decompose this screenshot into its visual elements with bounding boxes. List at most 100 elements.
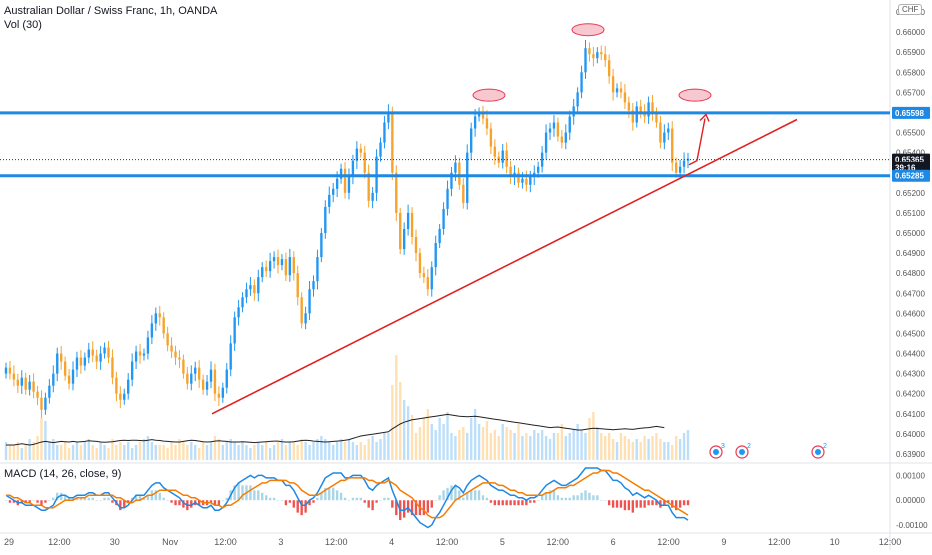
candle-body xyxy=(635,106,638,123)
macd-histogram-bar xyxy=(674,500,678,511)
macd-histogram-bar xyxy=(635,500,638,508)
macd-histogram-bar xyxy=(75,497,79,501)
volume-bar xyxy=(663,442,666,460)
candle-body xyxy=(505,150,508,167)
macd-histogram-bar xyxy=(458,490,461,501)
macd-histogram-bar xyxy=(454,485,457,501)
volume-bar xyxy=(537,433,540,460)
volume-bar xyxy=(363,445,366,460)
volume-bar xyxy=(190,442,193,460)
candle-body xyxy=(197,367,201,380)
macd-histogram-bar xyxy=(537,500,540,501)
candle-body xyxy=(20,377,23,386)
event-icon-count: 2 xyxy=(747,443,751,450)
macd-histogram-bar xyxy=(288,500,292,503)
volume-bar xyxy=(651,436,654,460)
trendline xyxy=(211,118,798,415)
candle-body xyxy=(678,166,682,173)
candle-body xyxy=(619,88,623,93)
macd-histogram-bar xyxy=(493,500,497,506)
candle-body xyxy=(383,122,386,143)
macd-histogram-bar xyxy=(190,500,193,508)
volume-bar xyxy=(83,442,87,460)
candle-body xyxy=(134,351,138,362)
candle-body xyxy=(280,259,284,266)
candle-body xyxy=(79,357,83,366)
candle-body xyxy=(12,373,16,380)
candle-body xyxy=(560,136,564,143)
volume-bar xyxy=(466,433,469,460)
volume-bar xyxy=(592,412,595,460)
candle-body xyxy=(194,367,197,374)
macd-histogram-bar xyxy=(501,500,504,506)
macd-histogram-bar xyxy=(154,490,157,501)
volume-bar xyxy=(8,445,12,460)
candle-body xyxy=(36,391,39,398)
event-icon-dot xyxy=(815,449,821,455)
y-tick-label: 0.64100 xyxy=(896,410,925,419)
candle-body xyxy=(600,52,603,55)
volume-bar xyxy=(60,445,63,460)
candle-body xyxy=(627,102,631,111)
volume-bar xyxy=(497,436,500,460)
volume-bar xyxy=(458,430,461,460)
macd-histogram-bar xyxy=(71,497,75,501)
macd-histogram-bar xyxy=(146,495,150,501)
volume-bar xyxy=(525,433,528,460)
candle-body xyxy=(130,361,134,380)
candle-body xyxy=(671,128,674,163)
candle-body xyxy=(501,150,504,163)
candle-body xyxy=(426,277,429,290)
macd-histogram-bar xyxy=(257,490,260,501)
volume-bar xyxy=(521,436,524,460)
macd-histogram-bar xyxy=(592,495,595,501)
candle-body xyxy=(24,377,27,390)
volume-bar xyxy=(584,433,587,460)
macd-histogram-bar xyxy=(489,500,493,503)
macd-histogram-bar xyxy=(402,500,406,518)
x-tick-label: 30 xyxy=(110,537,120,547)
x-tick-label: 4 xyxy=(389,537,394,547)
macd-histogram-bar xyxy=(548,490,552,501)
candle-body xyxy=(245,289,248,298)
candle-body xyxy=(339,168,343,179)
macd-histogram-bar xyxy=(544,492,548,501)
macd-histogram-bar xyxy=(170,500,173,503)
volume-bar xyxy=(383,433,386,460)
macd-histogram-bar xyxy=(651,500,654,506)
candle-body xyxy=(454,162,457,173)
candle-body xyxy=(663,132,666,143)
volume-bar xyxy=(99,442,102,460)
volume-bar xyxy=(233,442,236,460)
volume-bar xyxy=(339,439,343,460)
macd-histogram-bar xyxy=(533,500,536,503)
volume-bar xyxy=(667,442,670,460)
y-tick-label: 0.65900 xyxy=(896,48,925,57)
volume-bar xyxy=(292,442,295,460)
macd-histogram-bar xyxy=(79,497,83,501)
volume-bar xyxy=(154,445,157,460)
volume-bar xyxy=(324,439,327,460)
volume-bar xyxy=(194,445,197,460)
volume-bar xyxy=(469,418,473,460)
volume-bar xyxy=(446,412,449,460)
candle-body xyxy=(682,160,686,167)
candle-body xyxy=(48,385,51,398)
macd-histogram-bar xyxy=(422,500,426,516)
volume-bar xyxy=(639,442,642,460)
volume-bar xyxy=(119,442,122,460)
currency-badge[interactable]: CHF xyxy=(898,4,923,15)
y-tick-label: 0.65000 xyxy=(896,229,925,238)
candle-body xyxy=(71,369,75,384)
volume-bar xyxy=(36,436,39,460)
candle-body xyxy=(395,172,398,213)
macd-histogram-bar xyxy=(28,500,31,503)
candle-body xyxy=(52,373,55,386)
macd-histogram-bar xyxy=(4,500,8,501)
macd-histogram-bar xyxy=(600,500,603,501)
volume-bar xyxy=(505,427,508,460)
candle-body xyxy=(60,353,63,362)
candle-body xyxy=(335,178,339,189)
